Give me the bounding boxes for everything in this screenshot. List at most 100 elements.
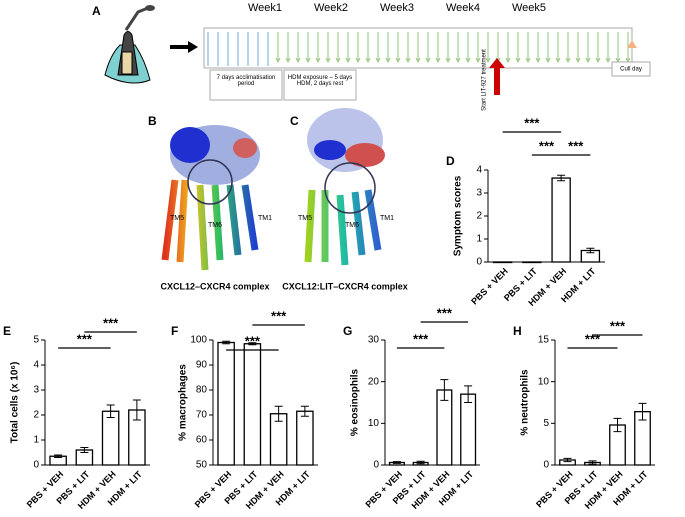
- day-arrow: [605, 57, 611, 64]
- y-tick-label: 3: [33, 385, 39, 396]
- day-arrow: [305, 57, 311, 64]
- y-tick-label: 20: [368, 376, 380, 387]
- error-bar: [274, 405, 283, 422]
- significance-label: ***: [524, 115, 540, 130]
- day-arrow: [535, 57, 541, 64]
- tm-label: TM6: [208, 222, 222, 229]
- week-label: Week2: [314, 2, 348, 14]
- y-tick-label: 4: [33, 360, 39, 371]
- y-tick-label: 80: [196, 385, 208, 396]
- day-arrow: [545, 57, 551, 64]
- day-arrow: [445, 57, 451, 64]
- significance-label: ***: [245, 333, 261, 348]
- day-arrow: [555, 57, 561, 64]
- y-axis-label: % macrophages: [178, 364, 189, 441]
- tm-label: TM5: [170, 215, 184, 222]
- error-bar: [392, 461, 401, 464]
- y-tick-label: 70: [196, 410, 208, 421]
- panel-label: G: [343, 324, 352, 338]
- significance-label: ***: [585, 331, 601, 346]
- structure-caption: CXCL12–CXCR4 complex: [160, 281, 269, 291]
- cull-text: Cull day: [620, 67, 642, 73]
- bar: [551, 177, 571, 263]
- error-bar: [464, 385, 473, 403]
- day-arrow: [515, 57, 521, 64]
- y-tick-label: 2: [33, 410, 39, 421]
- y-tick-label: 0: [476, 257, 482, 268]
- y-tick-label: 0: [373, 460, 379, 471]
- y-axis-label: % eosinophils: [350, 368, 361, 436]
- y-tick-label: 100: [190, 335, 207, 346]
- significance-label: ***: [437, 305, 453, 320]
- y-tick-label: 2: [476, 211, 482, 222]
- day-arrow: [465, 57, 471, 64]
- callout: [283, 69, 357, 101]
- bar: [243, 343, 262, 466]
- day-arrow: [385, 57, 391, 64]
- y-tick-label: 90: [196, 360, 208, 371]
- bar: [460, 393, 477, 466]
- y-tick-label: 15: [538, 335, 550, 346]
- week-label: Week4: [446, 2, 480, 14]
- y-tick-label: 0: [543, 460, 549, 471]
- structure-c: [304, 108, 385, 266]
- day-arrow: [285, 57, 291, 64]
- panel-label: B: [148, 114, 157, 128]
- day-arrow: [325, 57, 331, 64]
- error-bar: [588, 460, 597, 465]
- tm-label: TM1: [258, 215, 272, 222]
- error-bar: [613, 417, 622, 433]
- week-label: Week3: [380, 2, 414, 14]
- y-tick-label: 1: [33, 435, 39, 446]
- day-arrow: [435, 57, 441, 64]
- mouse-illustration: [104, 5, 198, 84]
- day-arrow: [355, 57, 361, 64]
- day-arrow: [595, 57, 601, 64]
- day-arrow: [275, 57, 281, 64]
- day-arrow: [315, 57, 321, 64]
- day-arrow: [585, 57, 591, 64]
- y-axis-label: % neutrophils: [520, 369, 531, 436]
- y-tick-label: 0: [33, 460, 39, 471]
- error-bar: [222, 340, 231, 345]
- y-tick-label: 3: [476, 188, 482, 199]
- panel-label: H: [513, 324, 522, 338]
- tm-label: TM6: [345, 222, 359, 229]
- tm-label: TM5: [298, 215, 312, 222]
- bar: [217, 341, 235, 466]
- structure-caption: CXCL12:LIT–CXCR4 complex: [282, 281, 408, 291]
- day-arrow: [475, 57, 481, 64]
- error-bar: [248, 342, 257, 346]
- day-arrow: [485, 57, 491, 64]
- day-arrow: [375, 57, 381, 64]
- y-tick-label: 4: [476, 165, 482, 176]
- y-tick-label: 1: [476, 234, 482, 245]
- error-bar: [106, 404, 115, 418]
- error-bar: [440, 379, 449, 401]
- y-tick-label: 5: [543, 418, 549, 429]
- panel-label: E: [3, 324, 11, 338]
- cull-marker: [627, 40, 637, 48]
- callout-text: HDM exposure – 5 days HDM, 2 days rest: [288, 75, 352, 87]
- error-bar: [586, 247, 595, 254]
- treatment-text: Start LIT-927 treatment: [482, 49, 488, 111]
- significance-label: ***: [103, 315, 119, 330]
- day-arrow: [525, 57, 531, 64]
- y-axis-label: Total cells (x 10⁶): [10, 362, 21, 444]
- significance-label: ***: [413, 331, 429, 346]
- y-tick-label: 10: [538, 376, 550, 387]
- acclimatisation-text: 7 days acclimatisation period: [216, 75, 276, 87]
- error-bar: [563, 457, 572, 463]
- week-label: Week5: [512, 2, 546, 14]
- significance-label: ***: [77, 331, 93, 346]
- panel-label: C: [290, 114, 299, 128]
- error-bar: [132, 399, 141, 421]
- y-tick-label: 30: [368, 335, 380, 346]
- day-arrow: [565, 57, 571, 64]
- y-tick-label: 60: [196, 435, 208, 446]
- significance-label: ***: [539, 138, 555, 153]
- error-bar: [638, 402, 647, 421]
- error-bar: [54, 454, 63, 458]
